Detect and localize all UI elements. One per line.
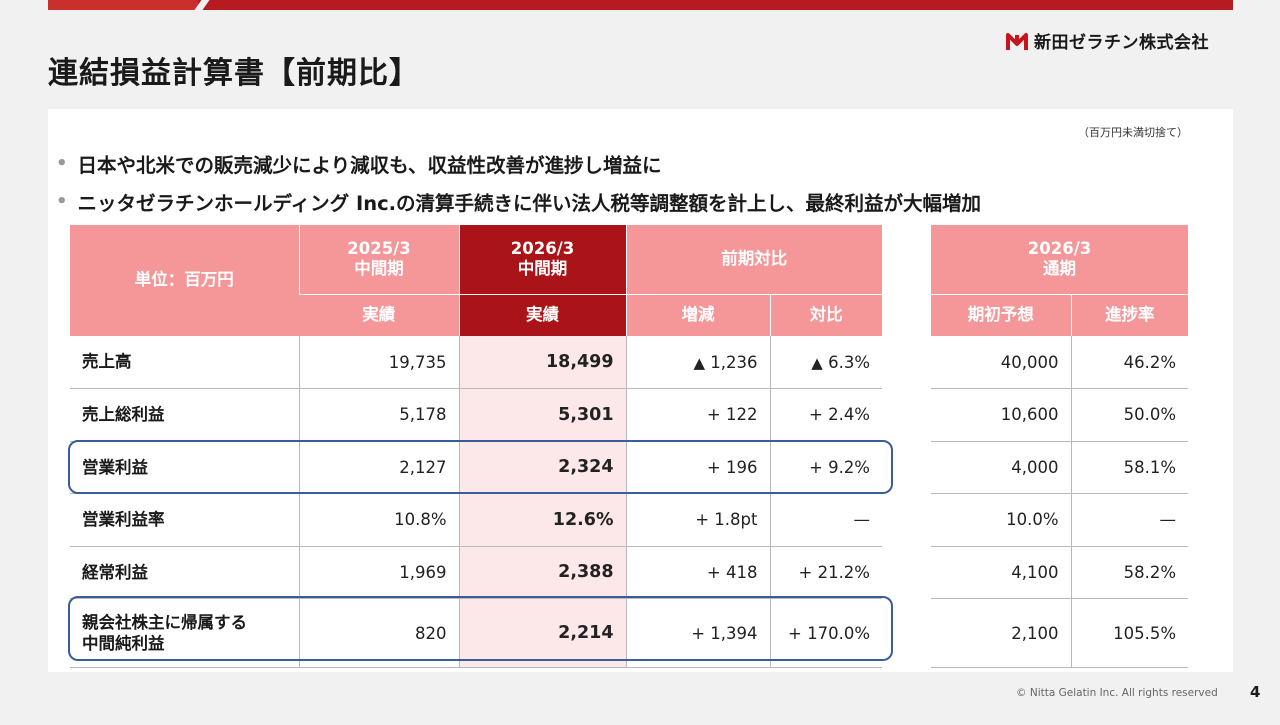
bullet-item: • 日本や北米での販売減少により減収も、収益性改善が進捗し増益に <box>56 144 981 182</box>
bullet-text: ニッタゼラチンホールディング Inc.の清算手続きに伴い法人税等調整額を計上し、… <box>77 191 982 215</box>
full-year-header: 2026/3 通期 <box>931 225 1188 294</box>
curr-value: 12.6% <box>458 493 626 547</box>
prev-value: 2,127 <box>298 441 459 494</box>
ratio-value: ▲ 6.3% <box>769 336 882 389</box>
progress-value: 46.2% <box>1070 336 1188 389</box>
table-row: 2,100 105.5% <box>931 598 1188 668</box>
prev-value: 5,178 <box>298 388 459 442</box>
progress-header: 進捗率 <box>1070 293 1188 336</box>
ratio-value: + 9.2% <box>769 441 882 494</box>
prev-value: 19,735 <box>298 336 459 389</box>
company-logo: 新田ゼラチン株式会社 <box>1006 28 1209 53</box>
prev-value: 820 <box>298 598 459 668</box>
row-label: 営業利益 <box>70 441 299 494</box>
prev-value: 10.8% <box>298 493 459 547</box>
curr-value: 2,214 <box>458 598 626 668</box>
top-accent-bar <box>48 0 1233 10</box>
table-row: 経常利益 1,969 2,388 + 418 + 21.2% <box>70 546 882 599</box>
page-title: 連結損益計算書【前期比】 <box>48 56 420 91</box>
change-value: ▲ 1,236 <box>625 336 770 389</box>
change-value: + 1,394 <box>625 598 770 668</box>
forecast-value: 4,100 <box>931 546 1071 599</box>
forecast-value: 10,600 <box>931 388 1071 442</box>
bullet-item: • ニッタゼラチンホールディング Inc.の清算手続きに伴い法人税等調整額を計上… <box>56 182 981 220</box>
forecast-value: 2,100 <box>931 598 1071 668</box>
curr-period-header: 2026/3 中間期 <box>458 225 626 294</box>
prev-actual-header: 実績 <box>299 293 459 336</box>
curr-value: 18,499 <box>458 336 626 389</box>
curr-value: 5,301 <box>458 388 626 442</box>
income-statement-table: 単位：百万円 2025/3 中間期 2026/3 中間期 前期対比 実績 実績 増減… <box>70 225 882 668</box>
table-row: 10.0% — <box>931 493 1188 547</box>
page-number: 4 <box>1250 683 1261 701</box>
bullet-dot-icon: • <box>56 190 68 212</box>
forecast-header: 期初予想 <box>931 293 1071 336</box>
progress-value: 58.2% <box>1070 546 1188 599</box>
bullet-text: 日本や北米での販売減少により減収も、収益性改善が進捗し増益に <box>77 153 662 177</box>
bullet-dot-icon: • <box>56 152 68 174</box>
table-row: 40,000 46.2% <box>931 336 1188 389</box>
table-row: 10,600 50.0% <box>931 388 1188 442</box>
decrease-marker-icon: ▲ <box>693 353 706 372</box>
change-value: + 1.8pt <box>625 493 770 547</box>
company-name: 新田ゼラチン株式会社 <box>1034 33 1209 53</box>
change-header: 増減 <box>625 293 770 336</box>
change-value: + 122 <box>625 388 770 442</box>
row-label: 親会社株主に帰属する 中間純利益 <box>70 598 299 668</box>
forecast-value: 40,000 <box>931 336 1071 389</box>
curr-value: 2,324 <box>458 441 626 494</box>
table-row: 営業利益率 10.8% 12.6% + 1.8pt — <box>70 493 882 547</box>
table-row: 売上総利益 5,178 5,301 + 122 + 2.4% <box>70 388 882 442</box>
unit-header: 単位：百万円 <box>70 225 299 336</box>
prev-value: 1,969 <box>298 546 459 599</box>
table-row: 親会社株主に帰属する 中間純利益 820 2,214 + 1,394 + 170.0% <box>70 598 882 668</box>
table-row: 営業利益 2,127 2,324 + 196 + 9.2% <box>70 441 882 494</box>
decrease-marker-icon: ▲ <box>811 353 823 372</box>
ratio-value: + 2.4% <box>769 388 882 442</box>
ratio-value: + 170.0% <box>769 598 882 668</box>
progress-value: 105.5% <box>1070 598 1188 668</box>
ratio-value: — <box>769 493 882 547</box>
prev-period-header: 2025/3 中間期 <box>298 225 459 294</box>
comparison-header: 前期対比 <box>625 225 882 294</box>
ratio-value: + 21.2% <box>769 546 882 599</box>
summary-bullets: • 日本や北米での販売減少により減収も、収益性改善が進捗し増益に • ニッタゼラ… <box>56 144 981 220</box>
change-value: + 418 <box>625 546 770 599</box>
ratio-header: 対比 <box>769 293 882 336</box>
table-row: 4,100 58.2% <box>931 546 1188 599</box>
table-row: 売上高 19,735 18,499 ▲ 1,236 ▲ 6.3% <box>70 336 882 389</box>
table-row: 4,000 58.1% <box>931 441 1188 494</box>
row-label: 営業利益率 <box>70 493 299 547</box>
progress-value: 50.0% <box>1070 388 1188 442</box>
unit-note: （百万円未満切捨て） <box>1078 126 1188 139</box>
logo-mark-icon <box>1006 32 1028 50</box>
change-value: + 196 <box>625 441 770 494</box>
progress-value: 58.1% <box>1070 441 1188 494</box>
progress-value: — <box>1070 493 1188 547</box>
forecast-value: 4,000 <box>931 441 1071 494</box>
curr-actual-header: 実績 <box>458 293 626 336</box>
full-year-forecast-table: 2026/3 通期 期初予想 進捗率 40,000 46.2% 10,600 50.0%… <box>931 225 1188 668</box>
copyright: © Nitta Gelatin Inc. All rights reserved <box>1016 687 1218 699</box>
forecast-value: 10.0% <box>931 493 1071 547</box>
curr-value: 2,388 <box>458 546 626 599</box>
row-label: 経常利益 <box>70 546 299 599</box>
row-label: 売上高 <box>70 336 299 389</box>
top-accent-bar-left <box>48 0 198 10</box>
row-label: 売上総利益 <box>70 388 299 442</box>
